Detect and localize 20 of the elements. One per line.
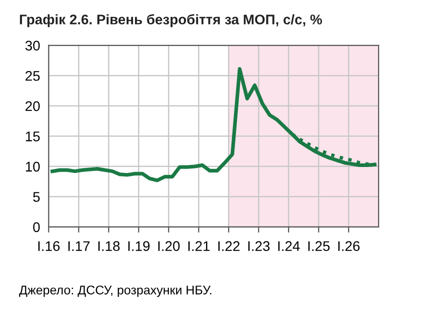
x-tick-label: I.22 [218, 241, 240, 251]
y-tick-label: 0 [33, 222, 40, 232]
chart-title: Графік 2.6. Рівень безробіття за МОП, с/с, % [20, 14, 322, 28]
y-tick-label: 15 [26, 132, 40, 142]
x-tick-label: I.23 [248, 241, 270, 252]
x-tick-label: I.21 [188, 241, 210, 251]
y-tick-label: 5 [33, 192, 40, 202]
y-tick-label: 10 [26, 162, 40, 172]
y-tick-label: 25 [26, 70, 40, 81]
x-tick-label: I.24 [278, 241, 300, 251]
x-tick-label: I.16 [38, 241, 60, 252]
x-tick-label: I.20 [158, 241, 180, 252]
x-tick-label: I.17 [68, 241, 90, 251]
y-tick-label: 20 [26, 101, 40, 112]
x-tick-label: I.25 [308, 241, 330, 252]
x-tick-label: I.19 [128, 241, 150, 252]
y-tick-label: 30 [25, 40, 40, 51]
x-tick-label: I.18 [98, 241, 120, 252]
text: Джерело: ДССУ, розрахунки НБУ. [19, 286, 212, 297]
x-tick-label: I.26 [338, 241, 360, 252]
